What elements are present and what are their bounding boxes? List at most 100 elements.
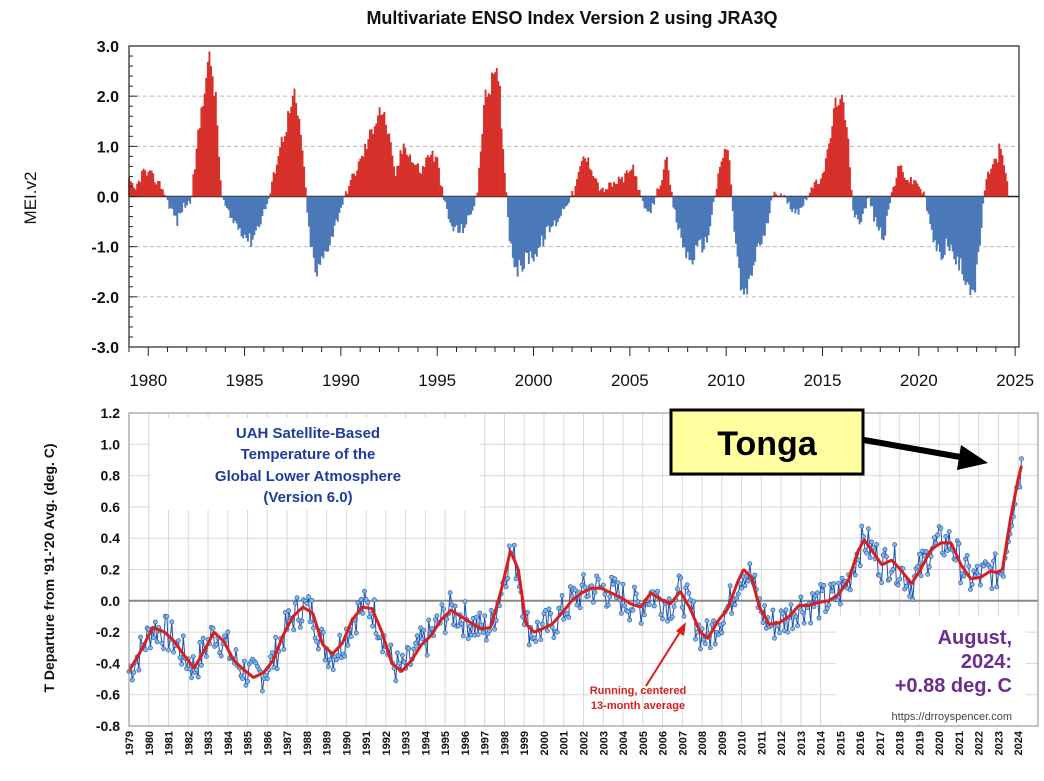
uah-monthly-point xyxy=(839,575,845,581)
mei-bar xyxy=(431,150,434,197)
mei-bar xyxy=(439,185,442,197)
mei-bar xyxy=(264,196,267,210)
mei-bar xyxy=(484,89,487,197)
uah-monthly-point xyxy=(747,561,753,567)
mei-bar xyxy=(775,194,778,197)
mei-bar xyxy=(492,73,495,197)
mei-y-tick-label: 3.0 xyxy=(97,39,119,56)
mei-bar xyxy=(974,196,977,293)
uah-y-tick-label: -0.6 xyxy=(96,687,120,703)
mei-bar xyxy=(909,176,912,197)
mei-bar xyxy=(638,189,641,197)
mei-bar xyxy=(442,196,445,200)
mei-bar xyxy=(208,51,211,197)
mei-bar xyxy=(972,196,975,291)
mei-bar xyxy=(821,173,824,197)
mei-bar xyxy=(837,104,840,197)
mei-bar xyxy=(415,164,418,197)
mei-bar xyxy=(409,154,412,197)
uah-monthly-point xyxy=(299,618,305,624)
mei-bar xyxy=(307,196,310,227)
uah-monthly-point xyxy=(943,534,949,539)
mei-bar xyxy=(987,171,989,197)
uah-monthly-point xyxy=(630,607,636,613)
mei-bar xyxy=(320,196,323,257)
mei-bar xyxy=(927,196,930,214)
mei-bar xyxy=(287,111,290,197)
uah-monthly-point xyxy=(195,674,201,680)
uah-monthly-point xyxy=(772,635,777,641)
uah-monthly-point xyxy=(994,584,1000,590)
mei-bar xyxy=(614,183,617,197)
mei-bar xyxy=(455,196,458,226)
uah-monthly-point xyxy=(938,525,944,531)
mei-bar xyxy=(908,182,911,197)
mei-bar xyxy=(134,189,137,197)
uah-y-tick-label: -0.8 xyxy=(96,718,120,734)
uah-x-tick-label: 2010 xyxy=(737,731,749,755)
mei-bar xyxy=(291,95,294,197)
uah-monthly-point xyxy=(414,633,420,639)
mei-bar xyxy=(402,143,405,197)
uah-monthly-point xyxy=(544,628,550,634)
mei-bar xyxy=(621,176,623,197)
mei-bar xyxy=(943,196,946,255)
mei-bar xyxy=(473,196,476,207)
mei-bar xyxy=(372,134,375,197)
uah-x-tick-label: 1995 xyxy=(440,731,452,755)
mei-bar xyxy=(139,182,142,197)
mei-bar xyxy=(349,179,352,197)
mei-bar xyxy=(712,196,715,203)
uah-monthly-point xyxy=(166,647,171,653)
mei-bar xyxy=(633,175,636,197)
uah-monthly-point xyxy=(602,591,608,597)
mei-bar xyxy=(926,196,928,211)
tonga-callout: Tonga xyxy=(669,408,988,476)
mei-bar xyxy=(237,196,240,230)
mei-bar xyxy=(813,182,816,197)
mei-bar xyxy=(481,133,484,197)
uah-monthly-point xyxy=(581,572,586,578)
uah-monthly-point xyxy=(777,630,782,636)
mei-x-tick-label: 1990 xyxy=(322,371,360,390)
uah-monthly-point xyxy=(370,623,376,629)
mei-bar xyxy=(656,188,659,197)
mei-bar xyxy=(845,127,848,197)
mei-bar xyxy=(954,196,957,265)
uah-monthly-point xyxy=(892,542,898,548)
uah-monthly-point xyxy=(760,620,766,626)
mei-bar xyxy=(980,196,983,228)
mei-bar xyxy=(568,196,570,203)
mei-bar xyxy=(176,196,179,227)
uah-x-tick-label: 2007 xyxy=(677,731,689,755)
uah-monthly-point xyxy=(859,523,865,529)
uah-monthly-point xyxy=(684,582,690,588)
uah-x-tick-label: 2009 xyxy=(717,731,729,755)
mei-bar xyxy=(479,151,482,197)
mei-bar xyxy=(840,94,843,197)
uah-monthly-point xyxy=(732,602,738,608)
mei-bar xyxy=(471,196,474,211)
mei-bar xyxy=(611,186,614,197)
mei-bar xyxy=(786,196,789,204)
uah-monthly-point xyxy=(864,550,870,556)
mei-y-tick-label: 0.0 xyxy=(97,190,119,207)
uah-chart: T Departure from '91-'20 Avg. (deg. C) U… xyxy=(41,405,1039,755)
mei-bar xyxy=(389,142,392,197)
mei-bar xyxy=(988,173,991,197)
uah-monthly-point xyxy=(179,661,185,667)
uah-monthly-point xyxy=(286,608,292,613)
mei-bar xyxy=(812,188,814,197)
uah-monthly-point xyxy=(399,652,405,658)
uah-monthly-point xyxy=(890,566,896,572)
mei-bar xyxy=(665,156,668,197)
uah-monthly-point xyxy=(533,639,539,644)
uah-monthly-point xyxy=(327,657,333,663)
uah-monthly-point xyxy=(462,599,468,605)
mei-x-tick-label: 1980 xyxy=(129,371,167,390)
mei-bar xyxy=(749,196,752,276)
mei-bar xyxy=(388,133,391,197)
uah-monthly-point xyxy=(783,607,789,613)
mei-bar xyxy=(312,196,315,258)
uah-monthly-point xyxy=(917,551,922,557)
